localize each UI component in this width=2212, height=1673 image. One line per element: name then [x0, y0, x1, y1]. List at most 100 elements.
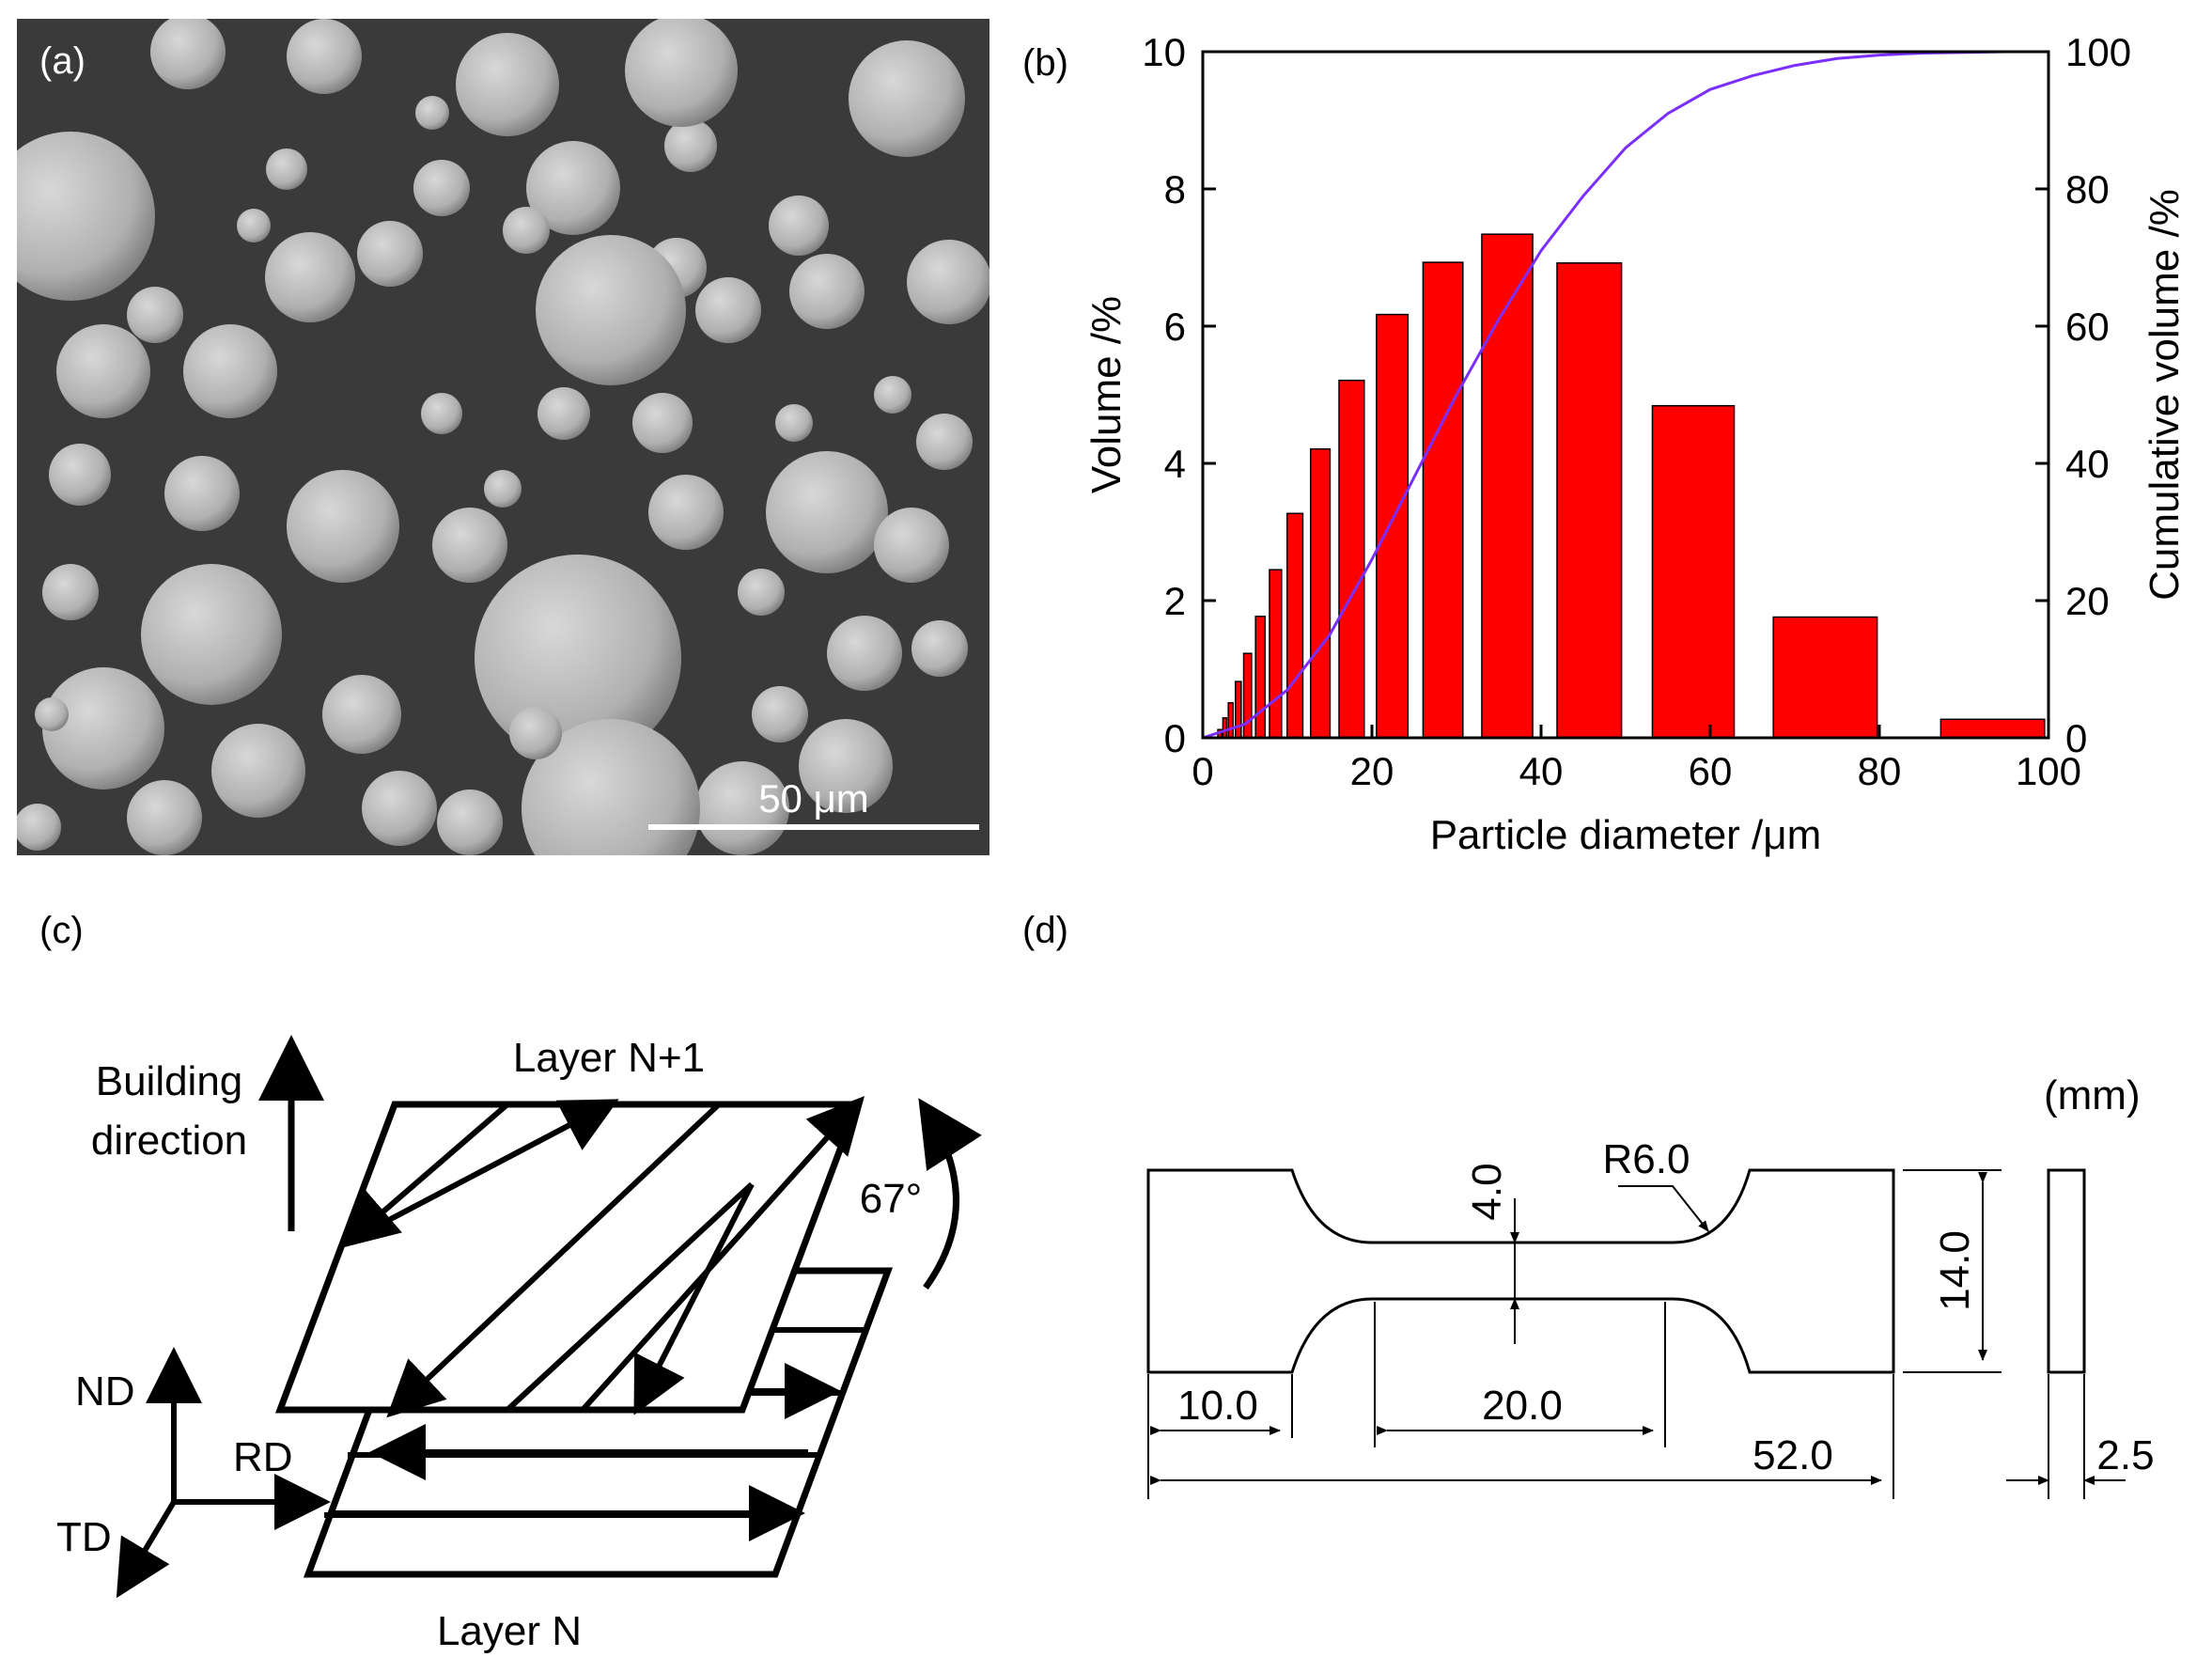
radius-leader-line	[1618, 1185, 1709, 1232]
powder-particle	[183, 324, 277, 418]
powder-particle	[632, 393, 693, 453]
layer-n1-outline	[274, 1101, 863, 1414]
powder-particle	[916, 414, 973, 470]
dim-thickness-text: 2.5	[2096, 1432, 2154, 1478]
x-tick-label: 0	[1192, 749, 1213, 793]
powder-particle	[322, 675, 401, 754]
powder-particle	[526, 141, 620, 235]
panel-a-label: (a)	[39, 40, 86, 82]
powder-particle	[456, 33, 559, 136]
powder-particle	[127, 287, 183, 343]
powder-particle	[537, 387, 590, 440]
panel-c-label: (c)	[39, 910, 84, 951]
layer-n1-scan-arrow	[386, 1102, 722, 1418]
powder-particle	[421, 393, 462, 434]
powder-particle	[775, 404, 813, 442]
powder-particle	[42, 564, 99, 620]
powder-particle	[766, 451, 888, 573]
panel-d: (d) (mm)	[1022, 910, 2155, 1499]
histogram-bar	[1285, 512, 1304, 739]
powder-particle	[287, 19, 362, 94]
layer-n1-label: Layer N+1	[513, 1035, 705, 1081]
powder-particle	[56, 324, 150, 418]
dim-total-width-text: 14.0	[1932, 1230, 1978, 1311]
histogram-bar	[1939, 718, 2046, 739]
y-tick-label: 0	[1164, 716, 1186, 760]
powder-particle	[49, 444, 111, 506]
powder-particle	[907, 240, 989, 324]
powder-particle	[17, 804, 61, 851]
dim-gauge-width-text: 4.0	[1464, 1163, 1510, 1220]
y2-tick-label: 20	[2065, 579, 2110, 623]
powder-particle	[738, 569, 785, 616]
y-tick-label: 2	[1164, 579, 1186, 623]
powder-particle	[415, 96, 449, 130]
x-tick-label: 100	[2016, 749, 2081, 793]
powder-particle	[695, 277, 761, 343]
building-direction-line2: direction	[91, 1118, 247, 1164]
histogram-bar	[1234, 680, 1242, 739]
specimen-outline	[1146, 1168, 1895, 1374]
powder-particle	[17, 132, 155, 301]
layer-n1-track	[505, 1181, 755, 1413]
y2-tick-label: 40	[2065, 442, 2110, 486]
layer-n1-scan-arrow	[348, 1099, 619, 1243]
powder-particle	[437, 790, 503, 855]
layer-n1-scan-arrow	[580, 1096, 865, 1413]
powder-particle	[484, 470, 522, 508]
rd-label: RD	[233, 1434, 293, 1480]
histogram-bar	[1254, 616, 1266, 739]
powder-particle	[127, 780, 202, 855]
y-tick-label: 6	[1164, 305, 1186, 349]
histogram-bar	[1772, 616, 1878, 739]
powder-particle	[625, 19, 738, 127]
powder-particle	[695, 761, 789, 855]
histogram-bar	[1376, 313, 1410, 739]
powder-particle	[503, 207, 550, 254]
powder-particle	[874, 376, 911, 414]
powder-particle	[874, 508, 949, 583]
sem-particles	[17, 19, 989, 855]
layer-n1-scan-arrow	[340, 1102, 509, 1248]
histogram-bar	[1310, 447, 1332, 739]
rotation-angle: 67°	[860, 1176, 923, 1222]
powder-particle	[799, 719, 893, 813]
histogram-bar	[1222, 717, 1228, 739]
histogram-bar	[1227, 702, 1234, 739]
powder-particle	[150, 19, 226, 89]
powder-particle	[509, 707, 562, 759]
panel-a: (a) 50 μm	[17, 19, 989, 855]
y-tick-label: 10	[1142, 30, 1186, 74]
histogram-bars	[1217, 233, 2046, 739]
plot-frame	[1201, 50, 2050, 740]
x-tick-label: 60	[1689, 749, 1733, 793]
y2-tick-label: 100	[2065, 30, 2131, 74]
powder-particle	[265, 232, 355, 322]
layer-n1-scan-arrow	[633, 1182, 755, 1415]
powder-particle	[648, 475, 724, 550]
td-axis-arrow	[116, 1500, 177, 1599]
td-label: TD	[56, 1514, 112, 1560]
y2-tick-label: 0	[2065, 716, 2087, 760]
powder-particle	[413, 160, 470, 216]
histogram-bar	[1651, 404, 1736, 739]
powder-particle	[211, 724, 305, 818]
powder-particle	[536, 235, 686, 385]
histogram-bar	[1481, 233, 1534, 739]
powder-particle	[522, 719, 700, 855]
layer-n-label: Layer N	[437, 1608, 582, 1654]
y-axis-label: Volume /%	[1083, 296, 1129, 493]
powder-particle	[237, 209, 271, 242]
x-axis-label: Particle diameter /μm	[1430, 812, 1822, 858]
powder-particle	[164, 456, 240, 531]
x-tick-label: 20	[1350, 749, 1394, 793]
y-tick-label: 4	[1164, 442, 1186, 486]
dim-radius-text: R6.0	[1603, 1136, 1690, 1182]
powder-particle	[849, 40, 965, 157]
powder-particle	[911, 620, 968, 677]
powder-particle	[362, 771, 437, 846]
histogram-bar	[1269, 569, 1283, 739]
powder-particle	[827, 616, 902, 691]
unit-label: (mm)	[2044, 1072, 2141, 1118]
